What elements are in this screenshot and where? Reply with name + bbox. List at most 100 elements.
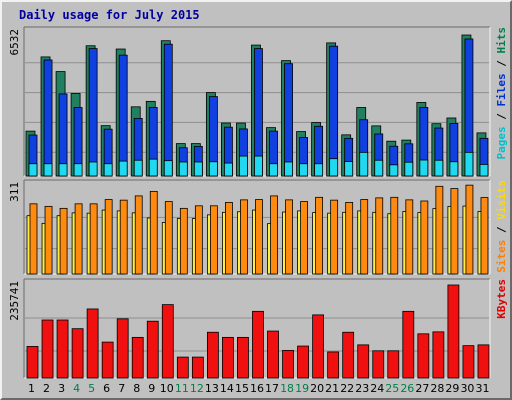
visits-sites-bar-16 <box>255 199 263 275</box>
visits-sites-bar-25 <box>390 196 399 275</box>
x-axis-labels: 1 2 3 4 5 6 7 8 9 10 11 12 13 14 15 16 17 18 19 20 21 22 23 24 2… <box>28 382 489 395</box>
visits-sites-bar-6 <box>104 199 113 275</box>
requests-pages-bar-4 <box>73 163 83 177</box>
x-tick-label-12: 12 <box>190 382 204 395</box>
visits-sites-bar-11 <box>179 207 188 275</box>
x-tick-label-29: 29 <box>445 382 459 395</box>
kbytes-kbytes-bar-11 <box>176 356 189 379</box>
requests-pages-bar-15 <box>239 155 248 177</box>
x-tick-label-15: 15 <box>235 382 249 395</box>
x-tick-label-2: 2 <box>43 382 50 395</box>
visits-sites-bar-5 <box>89 203 98 275</box>
x-tick-label-10: 10 <box>160 382 174 395</box>
visits-sites-bar-10 <box>164 201 173 275</box>
kbytes-kbytes-bar-26 <box>402 310 415 379</box>
kbytes-kbytes-bar-3 <box>56 319 69 379</box>
visits-sites-bar-7 <box>119 199 128 275</box>
visits-sites-bar-19 <box>300 201 308 275</box>
x-tick-label-18: 18 <box>280 382 294 395</box>
kbytes-kbytes-bar-7 <box>116 318 129 379</box>
visits-sites-bar-29 <box>450 188 459 275</box>
x-tick-label-4: 4 <box>73 382 80 395</box>
visits-sites-bar-2 <box>44 205 53 275</box>
chart-title: Daily usage for July 2015 <box>19 8 200 22</box>
requests-pages-bar-25 <box>389 164 399 177</box>
requests-pages-bar-2 <box>43 163 53 177</box>
x-tick-label-6: 6 <box>103 382 110 395</box>
visits-sites-bar-14 <box>225 202 233 275</box>
x-tick-label-22: 22 <box>340 382 354 395</box>
requests-pages-bar-10 <box>163 160 173 177</box>
kbytes-kbytes-bar-1 <box>26 346 39 379</box>
kbytes-kbytes-bar-19 <box>297 345 309 379</box>
legend-item: Sites <box>495 240 508 273</box>
visits-sites-bar-26 <box>405 199 414 275</box>
requests-pages-bar-24 <box>374 159 384 177</box>
kbytes-kbytes-bar-13 <box>206 331 219 379</box>
legend-item: Hits <box>495 27 508 54</box>
visits-sites-bar-8 <box>134 195 143 275</box>
kbytes-kbytes-bar-28 <box>432 331 445 379</box>
x-tick-label-14: 14 <box>220 382 234 395</box>
x-tick-label-1: 1 <box>28 382 35 395</box>
requests-pages-bar-6 <box>103 163 113 177</box>
kbytes-kbytes-bar-30 <box>462 345 475 379</box>
requests-pages-bar-9 <box>148 158 158 177</box>
x-tick-label-3: 3 <box>58 382 65 395</box>
x-tick-label-16: 16 <box>250 382 264 395</box>
visits-sites-bar-17 <box>270 195 278 275</box>
requests-pages-bar-13 <box>208 161 218 177</box>
requests-pages-bar-17 <box>269 163 278 177</box>
requests-pages-bar-23 <box>359 151 369 177</box>
visits-ymax-label: 311 <box>8 182 21 202</box>
x-tick-label-23: 23 <box>355 382 369 395</box>
kbytes-kbytes-bar-10 <box>161 304 174 379</box>
requests-pages-bar-12 <box>193 161 203 177</box>
visits-sites-bar-30 <box>465 184 474 275</box>
requests-files-bar-7 <box>118 54 128 177</box>
visits-sites-bar-15 <box>240 199 248 275</box>
legend-item: Files <box>495 73 508 106</box>
legend-item: Pages <box>495 126 508 159</box>
x-tick-label-19: 19 <box>295 382 309 395</box>
visits-sites-bar-28 <box>435 185 444 275</box>
kbytes-kbytes-bar-20 <box>312 314 325 379</box>
visits-sites-bar-9 <box>149 190 158 275</box>
requests-pages-bar-18 <box>284 161 293 177</box>
kbytes-kbytes-bar-8 <box>131 336 144 379</box>
x-tick-label-5: 5 <box>88 382 95 395</box>
kbytes-kbytes-bar-25 <box>387 350 400 379</box>
visits-sites-bar-22 <box>345 202 354 275</box>
visits-sites-bar-18 <box>285 199 293 275</box>
requests-pages-bar-19 <box>299 163 308 177</box>
visits-sites-bar-23 <box>360 199 369 275</box>
requests-pages-bar-28 <box>434 159 444 177</box>
kbytes-kbytes-bar-6 <box>101 341 114 379</box>
visits-sites-bar-12 <box>194 205 203 275</box>
requests-pages-bar-26 <box>404 161 414 177</box>
requests-pages-bar-21 <box>329 158 339 177</box>
requests-files-bar-2 <box>43 59 53 177</box>
kbytes-kbytes-bar-18 <box>282 349 294 379</box>
kbytes-panel: 235741 KBytes <box>8 278 508 379</box>
requests-files-bar-10 <box>163 43 173 177</box>
kbytes-kbytes-bar-21 <box>327 351 340 379</box>
visits-panel: 311 Sites / Visits <box>8 179 508 275</box>
x-tick-label-7: 7 <box>118 382 125 395</box>
requests-pages-bar-7 <box>118 160 128 177</box>
requests-pages-bar-8 <box>133 159 143 177</box>
x-tick-label-8: 8 <box>133 382 140 395</box>
x-tick-label-28: 28 <box>430 382 444 395</box>
requests-pages-bar-30 <box>464 151 474 177</box>
visits-sites-bar-3 <box>59 207 68 275</box>
kbytes-kbytes-bar-9 <box>146 320 159 379</box>
requests-pages-bar-1 <box>28 163 38 177</box>
kbytes-kbytes-bar-12 <box>191 356 204 379</box>
x-tick-label-11: 11 <box>175 382 189 395</box>
legend-item: Visits <box>495 180 508 220</box>
visits-legend: Sites / Visits <box>495 180 508 273</box>
kbytes-kbytes-bar-5 <box>86 308 99 379</box>
legend-item: / <box>495 107 508 127</box>
x-tick-label-13: 13 <box>205 382 219 395</box>
requests-pages-bar-16 <box>254 155 263 177</box>
